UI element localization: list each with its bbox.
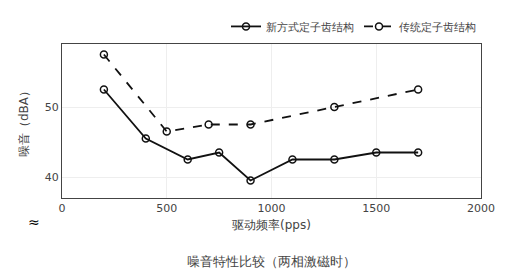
svg-text:2000: 2000	[467, 202, 495, 215]
svg-text:1000: 1000	[258, 202, 286, 215]
svg-text:1500: 1500	[362, 202, 390, 215]
svg-text:500: 500	[156, 202, 177, 215]
svg-text:0: 0	[59, 202, 66, 215]
svg-text:噪音特性比较（两相激磁时）: 噪音特性比较（两相激磁时）	[187, 254, 356, 269]
svg-text:≈: ≈	[28, 214, 40, 230]
svg-text:传统定子齿结构: 传统定子齿结构	[399, 21, 476, 34]
svg-text:噪音（dBA）: 噪音（dBA）	[17, 85, 31, 157]
svg-text:驱动频率(pps): 驱动频率(pps)	[232, 218, 311, 232]
svg-text:50: 50	[45, 101, 59, 114]
svg-text:40: 40	[45, 171, 59, 184]
svg-text:新方式定子齿结构: 新方式定子齿结构	[266, 21, 354, 34]
